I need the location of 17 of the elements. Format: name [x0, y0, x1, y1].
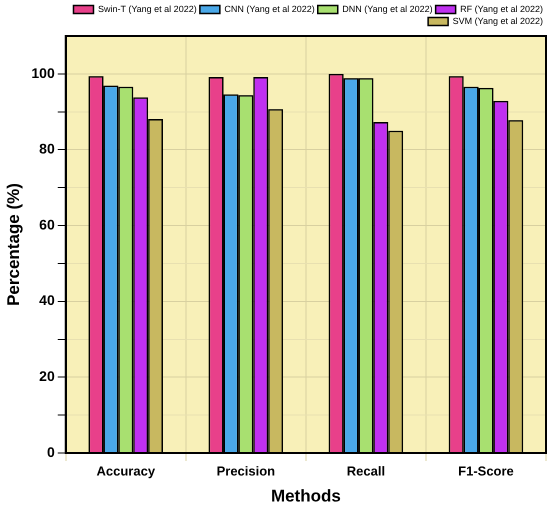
y-tick-label: 80: [39, 140, 55, 157]
x-tick-label: Precision: [216, 463, 276, 478]
y-tick-label: 0: [46, 444, 55, 460]
legend-label: Swin-T (Yang et al 2022): [98, 4, 197, 14]
x-axis-title: Methods: [270, 486, 341, 506]
x-tick-label: F1-Score: [458, 463, 514, 478]
x-tick-label: Recall: [346, 463, 386, 478]
y-tick-label: 40: [39, 292, 55, 308]
legend-label: SVM (Yang et al 2022): [452, 16, 544, 26]
y-tick-label: 60: [39, 216, 55, 232]
legend-label: RF (Yang et al 2022): [460, 4, 544, 14]
y-axis-title: Percentage (%): [4, 183, 23, 306]
legend-label: CNN (Yang et al 2022): [224, 4, 315, 14]
legend-label: DNN (Yang et al 2022): [342, 4, 433, 14]
y-tick-label: 100: [31, 64, 55, 81]
x-tick-label: Accuracy: [96, 463, 156, 478]
y-tick-label: 20: [39, 368, 55, 384]
